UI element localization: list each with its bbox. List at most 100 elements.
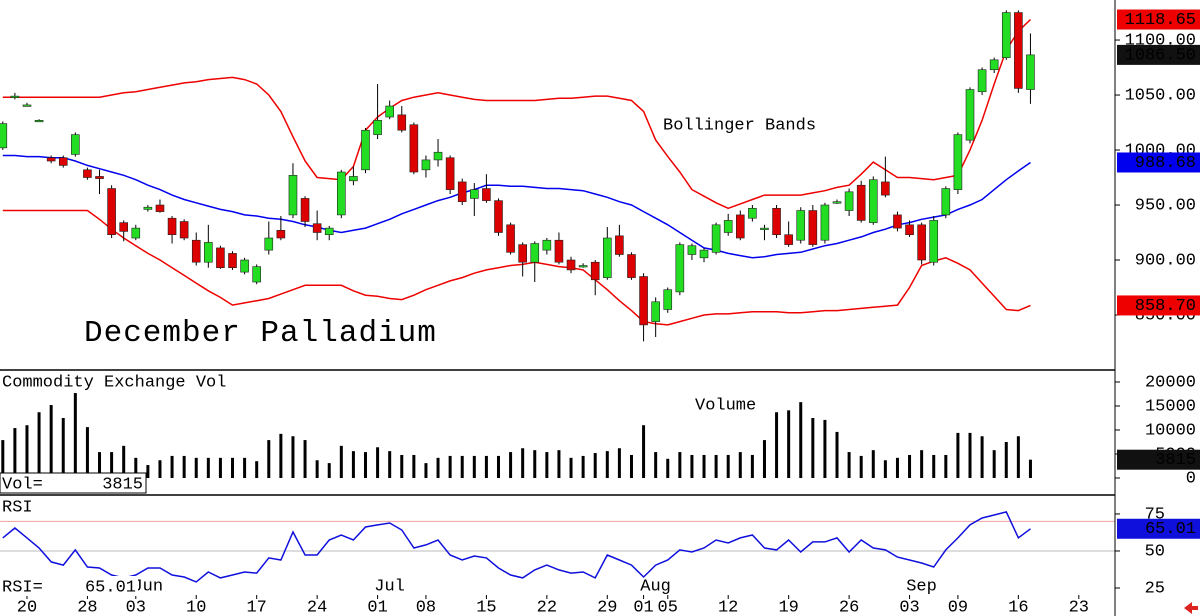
candle-body	[143, 206, 153, 210]
volume-bar	[569, 457, 573, 479]
volume-bar	[231, 457, 235, 479]
x-tick-label: 05	[658, 598, 678, 616]
volume-bar	[376, 447, 380, 479]
volume-bar	[49, 405, 53, 479]
candle-body	[276, 230, 286, 239]
volume-bar	[315, 460, 319, 479]
x-tick-label: 24	[307, 598, 327, 616]
candle-body	[917, 224, 926, 261]
y-tick-label: 50	[1145, 542, 1165, 561]
volume-bar	[932, 454, 936, 479]
value-box	[1117, 295, 1200, 316]
x-tick-label: 23	[1069, 598, 1089, 616]
candle-body	[1026, 54, 1035, 90]
volume-bar	[303, 440, 307, 479]
candle-body	[421, 159, 431, 171]
volume-bar	[448, 455, 452, 479]
candle-body	[663, 289, 673, 310]
candle-body	[470, 189, 479, 199]
volume-bar	[787, 410, 791, 479]
volume-bar	[1004, 442, 1008, 479]
volume-bar	[484, 455, 488, 479]
candle-body	[518, 244, 527, 263]
x-tick-label: 03	[126, 598, 146, 616]
candle-body	[131, 227, 141, 239]
readout-box	[0, 576, 138, 596]
candle-body	[361, 129, 370, 171]
candle-body	[22, 104, 32, 107]
candle-body	[119, 222, 128, 232]
y-tick-label: 950.00	[1135, 197, 1196, 216]
volume-bar	[194, 457, 198, 479]
volume-bar	[654, 452, 658, 479]
candle-body	[941, 188, 951, 216]
volume-bar	[593, 453, 597, 479]
volume-bar	[545, 452, 549, 479]
volume-bar	[364, 452, 367, 479]
candle-body	[71, 134, 80, 155]
x-tick-label: 12	[718, 598, 738, 616]
chart-title: December Palladium	[84, 316, 437, 351]
volume-bar	[762, 440, 766, 479]
candle-body	[312, 223, 322, 233]
candle-body	[578, 265, 588, 268]
volume-bar	[37, 412, 41, 479]
nav-arrow[interactable]	[1184, 602, 1198, 614]
y-tick-label: 25	[1145, 579, 1165, 598]
candle-body	[639, 276, 648, 326]
value-box	[1117, 44, 1200, 65]
volume-bar	[533, 450, 537, 479]
candle-body	[748, 208, 757, 219]
value-box-label: 988.68	[1135, 154, 1196, 173]
candle-body	[784, 234, 793, 245]
y-tick-label: 900.00	[1135, 251, 1196, 270]
volume-bar	[738, 452, 742, 479]
candle-body	[711, 224, 721, 253]
candle-body	[445, 157, 455, 190]
volume-bar	[412, 454, 416, 479]
candle-body	[167, 217, 177, 236]
x-tick-label: 16	[1008, 598, 1028, 616]
candle-body	[735, 214, 745, 239]
volume-bar	[992, 450, 996, 479]
candle-body	[808, 210, 818, 245]
candle-body	[590, 261, 600, 281]
volume-bar	[811, 418, 815, 479]
candle-body	[216, 247, 225, 269]
readout-box	[0, 472, 147, 494]
volume-bar	[629, 454, 633, 479]
candle-body	[337, 171, 346, 216]
x-tick-label: 22	[537, 598, 557, 616]
volume-bar	[85, 427, 89, 479]
readout-label: Vol=	[2, 475, 43, 494]
readout-value: 3815	[102, 475, 143, 494]
candle-body	[95, 176, 104, 179]
volume-bar	[895, 457, 899, 479]
candle-body	[46, 157, 56, 162]
candle-body	[300, 198, 310, 222]
volume-bar	[702, 454, 706, 479]
candle-body	[179, 221, 189, 239]
bollinger-band	[2, 18, 1032, 210]
candle-body	[482, 188, 491, 201]
volume-bar	[605, 451, 609, 479]
volume-bar	[460, 455, 464, 479]
volume-bar	[980, 436, 984, 479]
volume-bar	[279, 433, 283, 479]
volume-bar	[920, 450, 924, 479]
candle-body	[530, 243, 540, 263]
candle-body	[856, 184, 866, 221]
y-tick-label: 10000	[1145, 421, 1196, 440]
x-tick-label: 09	[948, 598, 968, 616]
candle-body	[615, 235, 624, 255]
month-label: Aug	[640, 577, 671, 596]
value-box-label: 1086.50	[1125, 46, 1196, 65]
volume-bar	[170, 455, 174, 479]
volume-bar	[799, 402, 803, 479]
volume-bar	[206, 457, 210, 479]
volume-bar	[351, 451, 355, 479]
candle-body	[602, 237, 612, 278]
bollinger-band	[2, 209, 1031, 326]
candle-body	[772, 208, 781, 236]
